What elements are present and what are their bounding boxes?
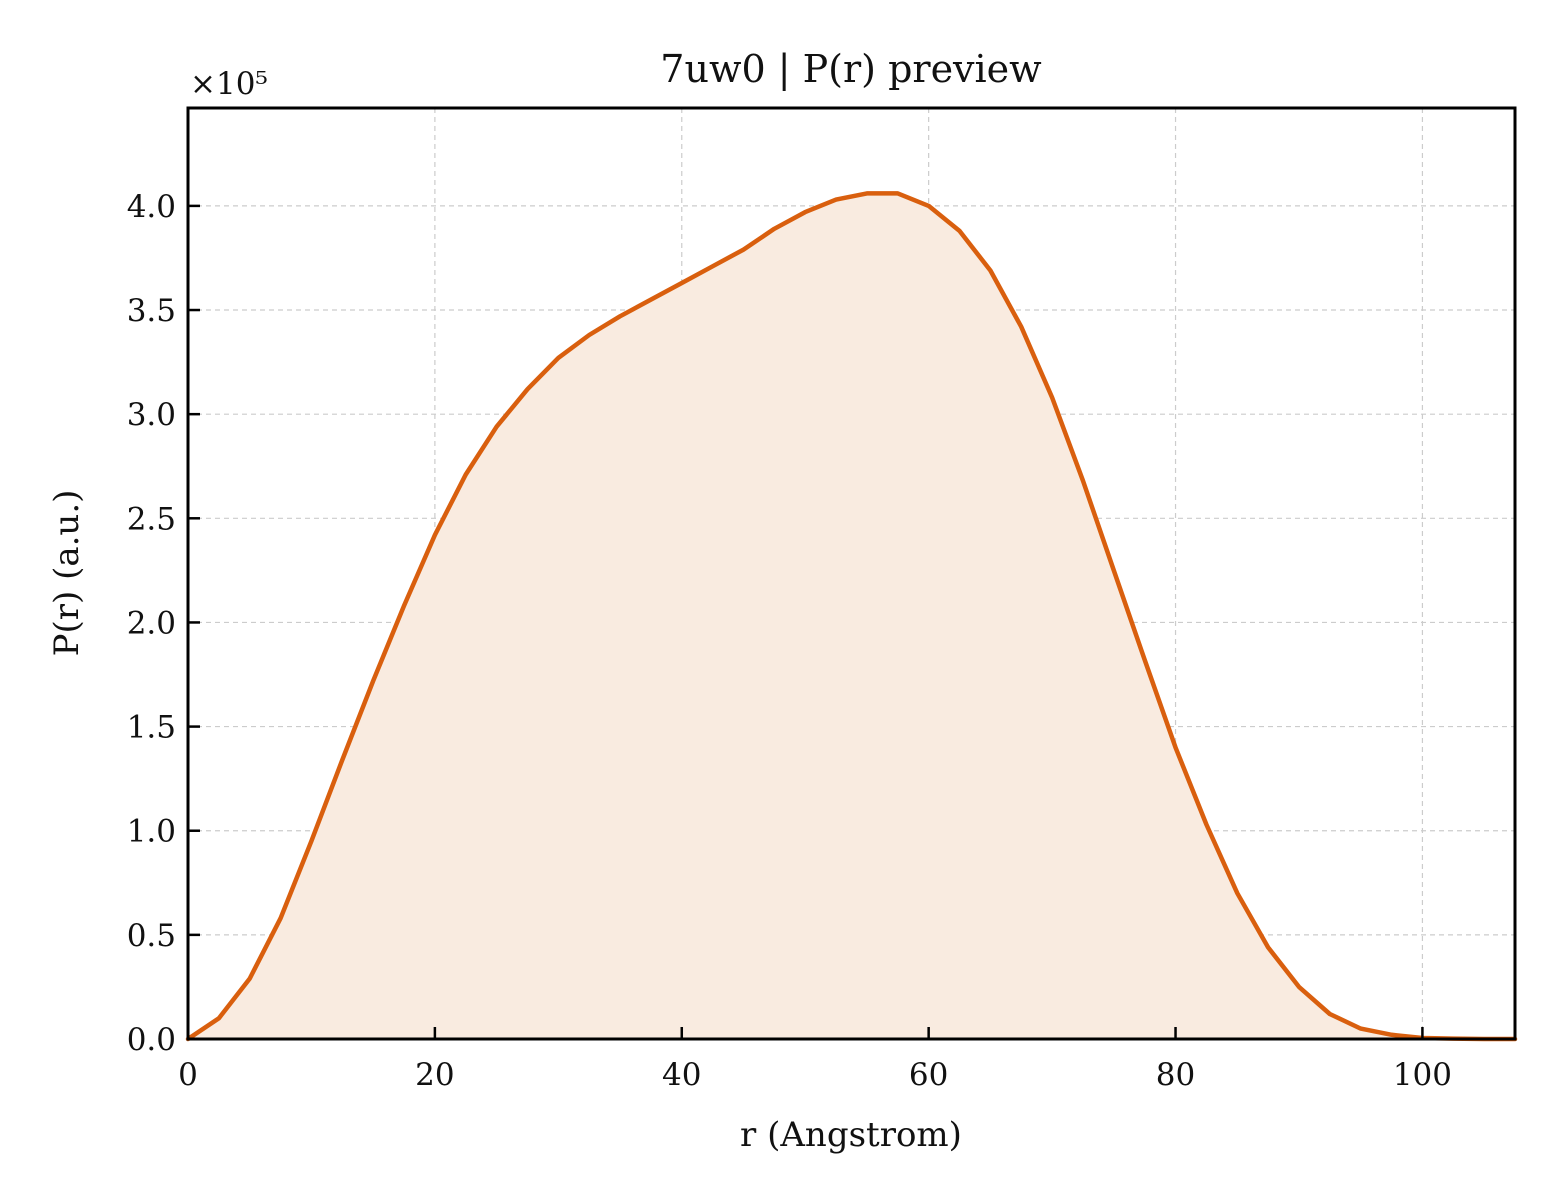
x-tick-label: 20	[415, 1057, 454, 1093]
area-layer	[188, 193, 1515, 1039]
x-tick-label: 100	[1393, 1057, 1452, 1093]
chart-title: 7uw0 | P(r) preview	[660, 47, 1042, 91]
line-layer	[185, 191, 1518, 1042]
y-tick-label: 3.5	[127, 293, 176, 329]
y-tick-label: 4.0	[127, 189, 176, 225]
x-tick-label: 80	[1156, 1057, 1195, 1093]
y-tick-label: 1.0	[127, 814, 176, 850]
y-axis-offset-label: ×10⁵	[190, 66, 268, 102]
pr-area-fill	[188, 193, 1515, 1039]
y-tick-label: 2.0	[127, 605, 176, 641]
x-tick-label: 60	[909, 1057, 948, 1093]
x-tick-label: 0	[178, 1057, 198, 1093]
tick-layer: 0 20 40 60 80 100 0.0 0.5 1.0 1.5 2.0 2.5 3.0 3.5 4.0	[127, 189, 1452, 1093]
y-axis-label: P(r) (a.u.)	[47, 490, 87, 657]
y-tick-label: 2.5	[127, 501, 176, 537]
x-tick-label: 40	[662, 1057, 701, 1093]
x-axis-label: r (Angstrom)	[740, 1115, 962, 1155]
y-tick-label: 0.0	[127, 1022, 176, 1058]
pr-series-line	[185, 191, 1518, 1042]
plot-frame	[186, 106, 1517, 1041]
y-tick-label: 3.0	[127, 397, 176, 433]
y-tick-label: 0.5	[127, 918, 176, 954]
y-tick-label: 1.5	[127, 710, 176, 746]
